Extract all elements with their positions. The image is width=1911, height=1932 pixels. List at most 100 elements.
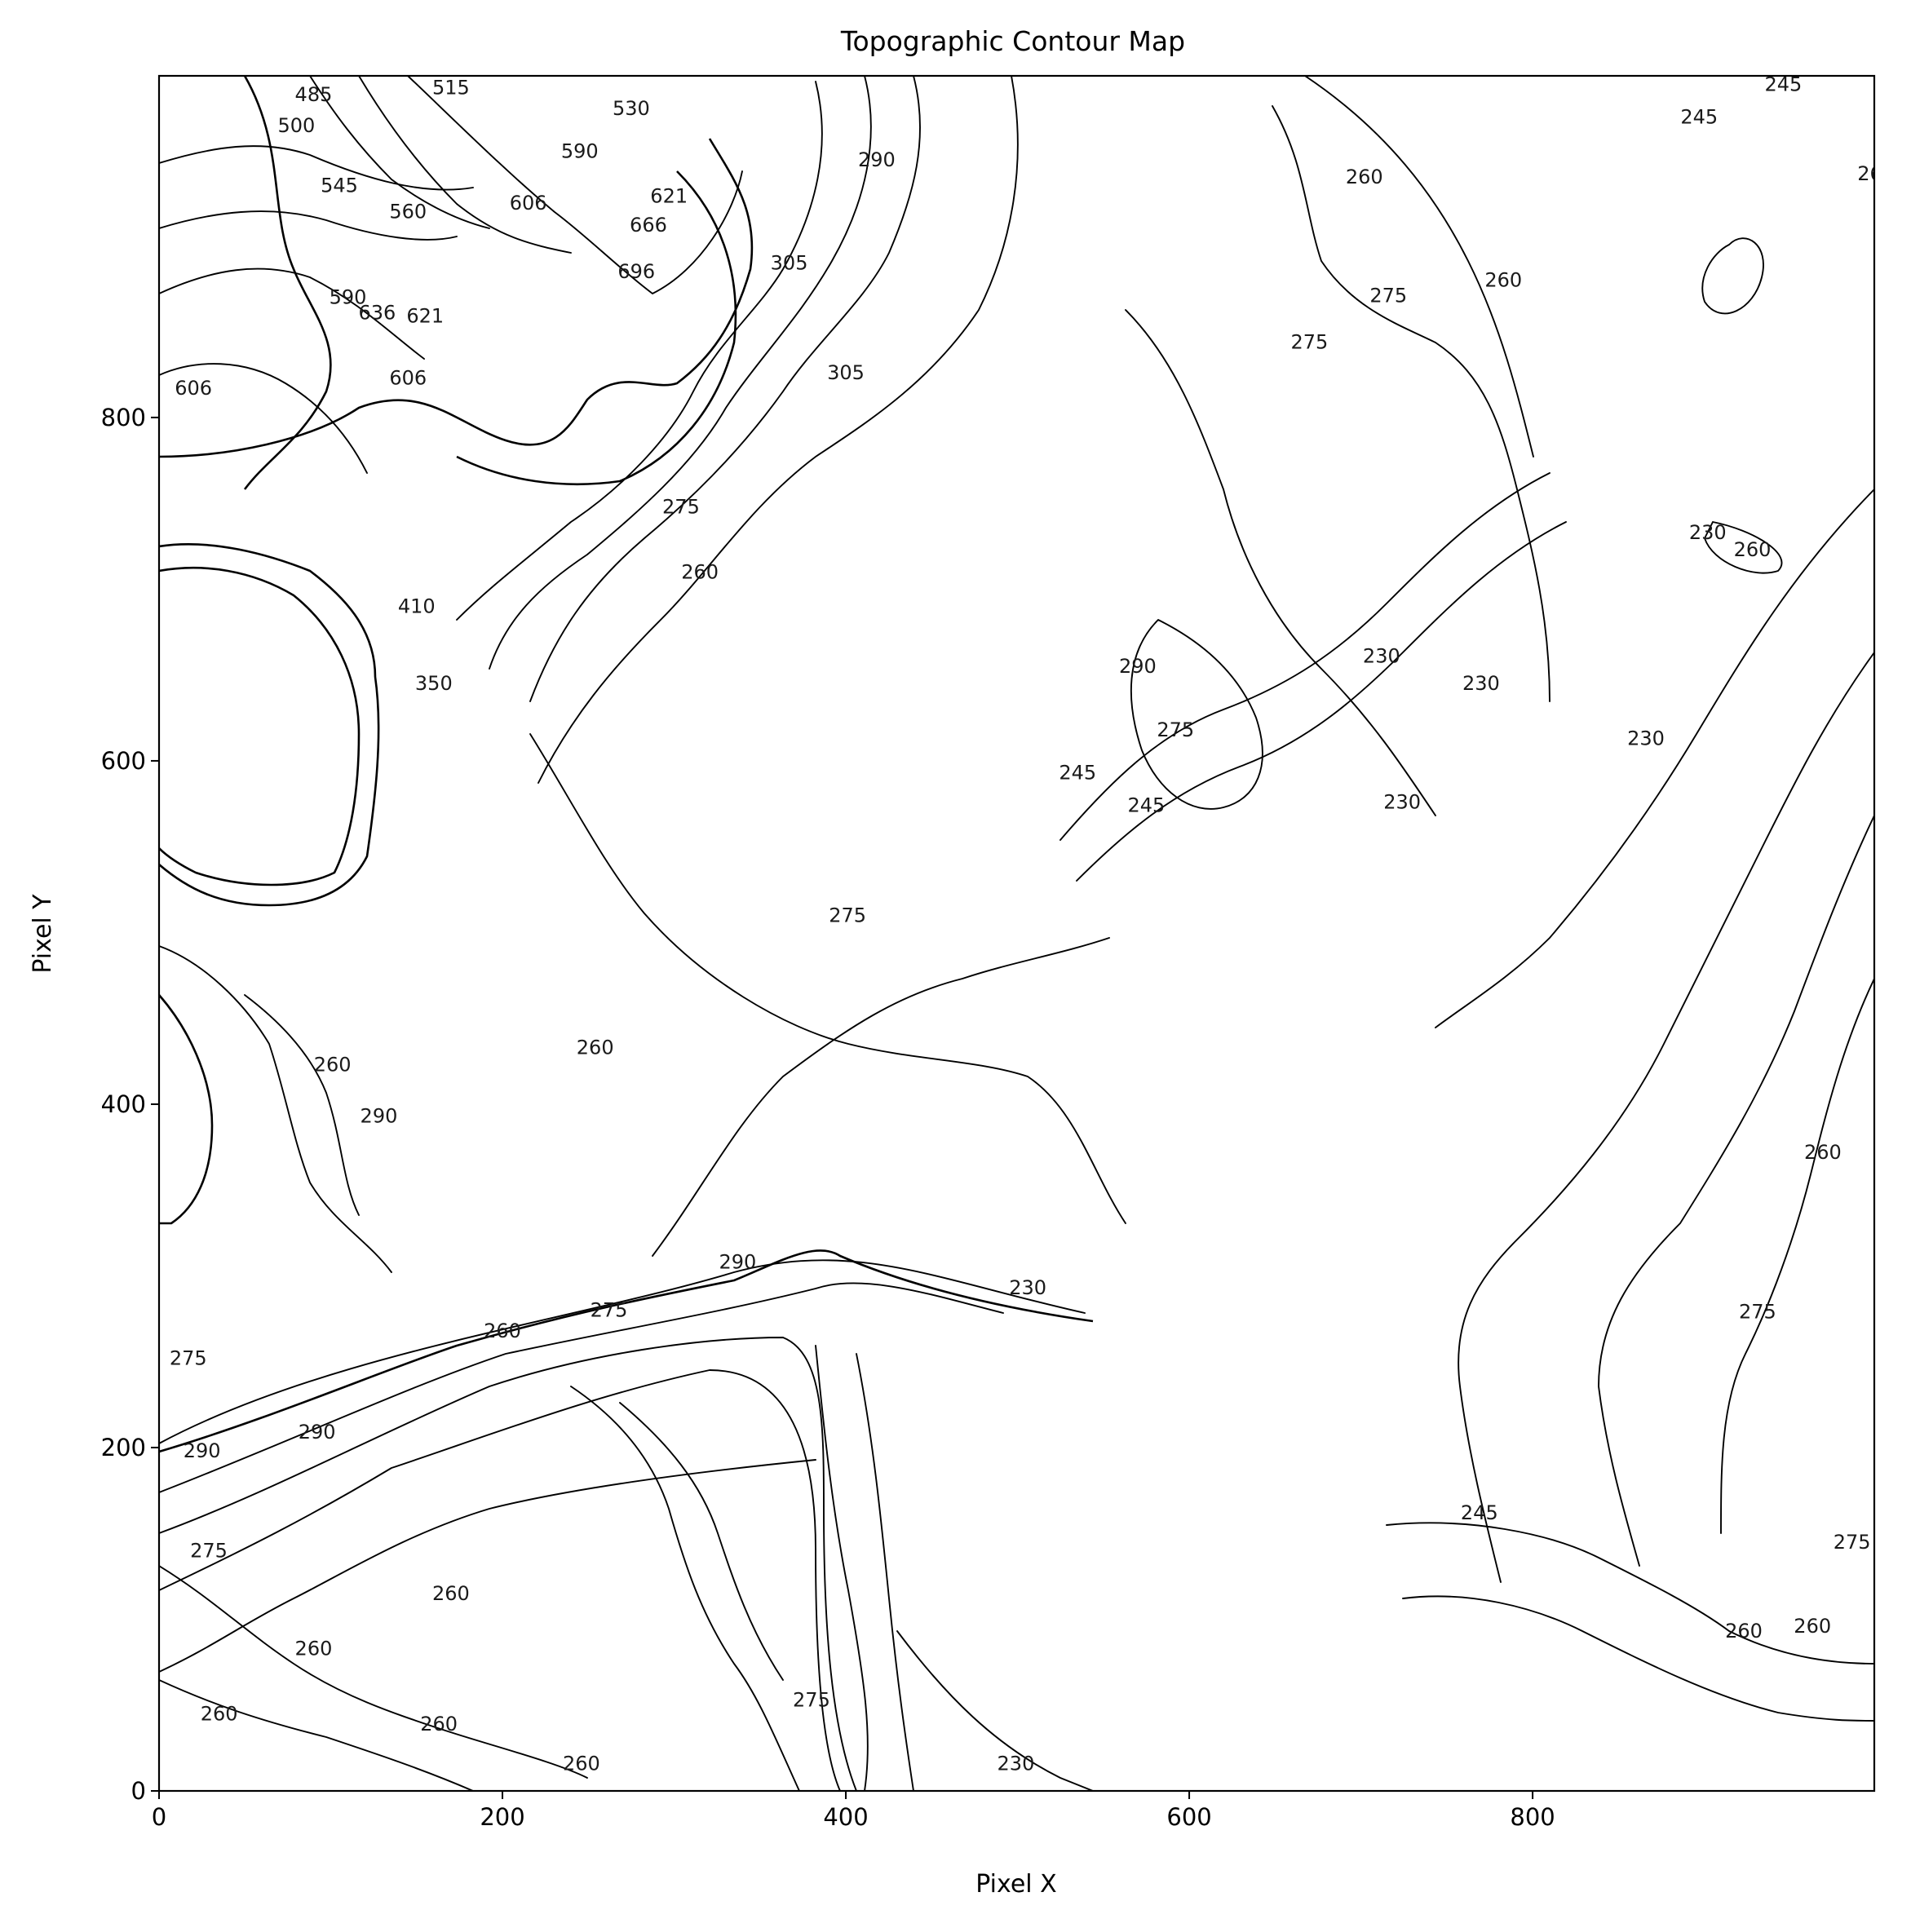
contour-line	[537, 76, 1019, 784]
contour-label: 230	[1689, 521, 1727, 544]
contour-label: 260	[1794, 1615, 1831, 1638]
contour-line	[1130, 619, 1263, 810]
contour-label: 260	[1725, 1620, 1763, 1642]
contour-line	[1701, 237, 1764, 315]
contour-line	[1458, 652, 1874, 1583]
y-tick-label: 200	[101, 1434, 146, 1461]
contour-label: 606	[510, 192, 547, 214]
contour-label: 245	[1059, 762, 1096, 785]
contour-label: 305	[771, 251, 808, 274]
contour-line	[1386, 1522, 1874, 1665]
contour-line	[619, 1402, 784, 1681]
chart-title: Topographic Contour Map	[840, 25, 1185, 57]
contour-line	[1304, 76, 1534, 458]
contour-label: 636	[358, 302, 396, 325]
contour-label: 305	[827, 361, 865, 384]
contour-label: 230	[1627, 727, 1665, 750]
x-axis: 0 200 400 600 800	[152, 1791, 1555, 1831]
contour-label: 621	[650, 184, 688, 207]
contour-label: 260	[295, 1637, 333, 1660]
x-tick-label: 200	[480, 1803, 524, 1831]
contour-line	[1125, 309, 1436, 816]
contour-label: 290	[299, 1421, 336, 1443]
contour-label: 410	[398, 595, 436, 617]
contour-line	[529, 733, 1126, 1224]
contour-line	[159, 1282, 1004, 1493]
contour-label: 621	[406, 305, 444, 328]
plot-frame	[157, 74, 1876, 1793]
y-tick-label: 400	[101, 1090, 146, 1118]
contour-label: 260	[1346, 166, 1383, 188]
contour-line	[1272, 105, 1550, 702]
contour-label: 275	[1834, 1531, 1871, 1554]
contour-label: 275	[190, 1539, 228, 1562]
contour-label: 230	[1462, 672, 1500, 695]
x-axis-label: Pixel X	[975, 1870, 1056, 1899]
contour-line	[309, 76, 490, 229]
y-tick-label: 0	[131, 1777, 146, 1805]
contour-line	[159, 1459, 816, 1673]
contour-line	[159, 210, 458, 241]
contour-line	[159, 1337, 857, 1791]
contour-label: 350	[415, 672, 453, 695]
contour-line	[456, 81, 823, 621]
x-tick-label: 0	[152, 1803, 166, 1831]
x-tick-label: 400	[823, 1803, 868, 1831]
contour-line	[896, 1630, 1094, 1791]
contour-label: 245	[1765, 73, 1803, 96]
y-axis: 0 200 400 600 800	[101, 404, 159, 1805]
contour-line	[244, 994, 360, 1216]
contour-label: 260	[1804, 1141, 1842, 1164]
contour-label: 230	[998, 1752, 1035, 1775]
contour-label: 606	[175, 377, 212, 400]
contour-label: 545	[321, 175, 358, 197]
contour-lines	[159, 76, 1874, 1791]
contour-line	[159, 945, 392, 1273]
contour-line	[159, 1259, 1086, 1444]
contour-label: 666	[630, 214, 667, 237]
plot-area	[159, 76, 1874, 1791]
contour-label: 530	[613, 97, 650, 120]
contour-line	[358, 76, 572, 254]
contour-label: 260	[201, 1702, 238, 1725]
contour-label: 245	[1461, 1501, 1498, 1524]
contour-label: 260	[681, 560, 719, 583]
contour-line	[489, 76, 872, 670]
contour-line	[159, 567, 361, 886]
contour-label: 260	[1734, 538, 1772, 561]
contour-line	[570, 1386, 800, 1791]
contour-line	[1059, 472, 1550, 841]
contour-line	[1598, 815, 1874, 1567]
contour-label: 230	[1009, 1276, 1046, 1299]
contour-label: 275	[1739, 1301, 1776, 1324]
contour-label: 275	[1157, 718, 1194, 741]
contour-line	[1435, 489, 1874, 1028]
contour-label: 275	[829, 904, 866, 926]
contour-label: 260	[1857, 162, 1895, 185]
contour-label: 275	[1291, 330, 1329, 353]
contour-label: 275	[170, 1347, 207, 1370]
contour-line	[407, 76, 743, 294]
y-tick-label: 600	[101, 747, 146, 775]
contour-label: 560	[389, 200, 427, 223]
contour-label: 290	[361, 1105, 398, 1128]
contour-line	[159, 1249, 1094, 1453]
contour-line	[1076, 521, 1567, 882]
contour-label: 275	[591, 1299, 628, 1322]
contour-line	[1402, 1595, 1874, 1722]
contour-label: 260	[420, 1713, 458, 1735]
contour-label: 230	[1363, 645, 1400, 668]
contour-label: 515	[432, 77, 470, 99]
contour-line	[159, 267, 425, 360]
contour-label: 500	[278, 114, 316, 137]
contour-label: 245	[1680, 106, 1718, 129]
contour-label: 260	[432, 1582, 470, 1605]
contour-line	[652, 937, 1110, 1257]
contour-line	[815, 1345, 869, 1791]
contour-line	[159, 363, 368, 474]
y-axis-label: Pixel Y	[29, 894, 57, 974]
contour-label: 260	[563, 1752, 600, 1775]
contour-label: 260	[577, 1036, 614, 1059]
